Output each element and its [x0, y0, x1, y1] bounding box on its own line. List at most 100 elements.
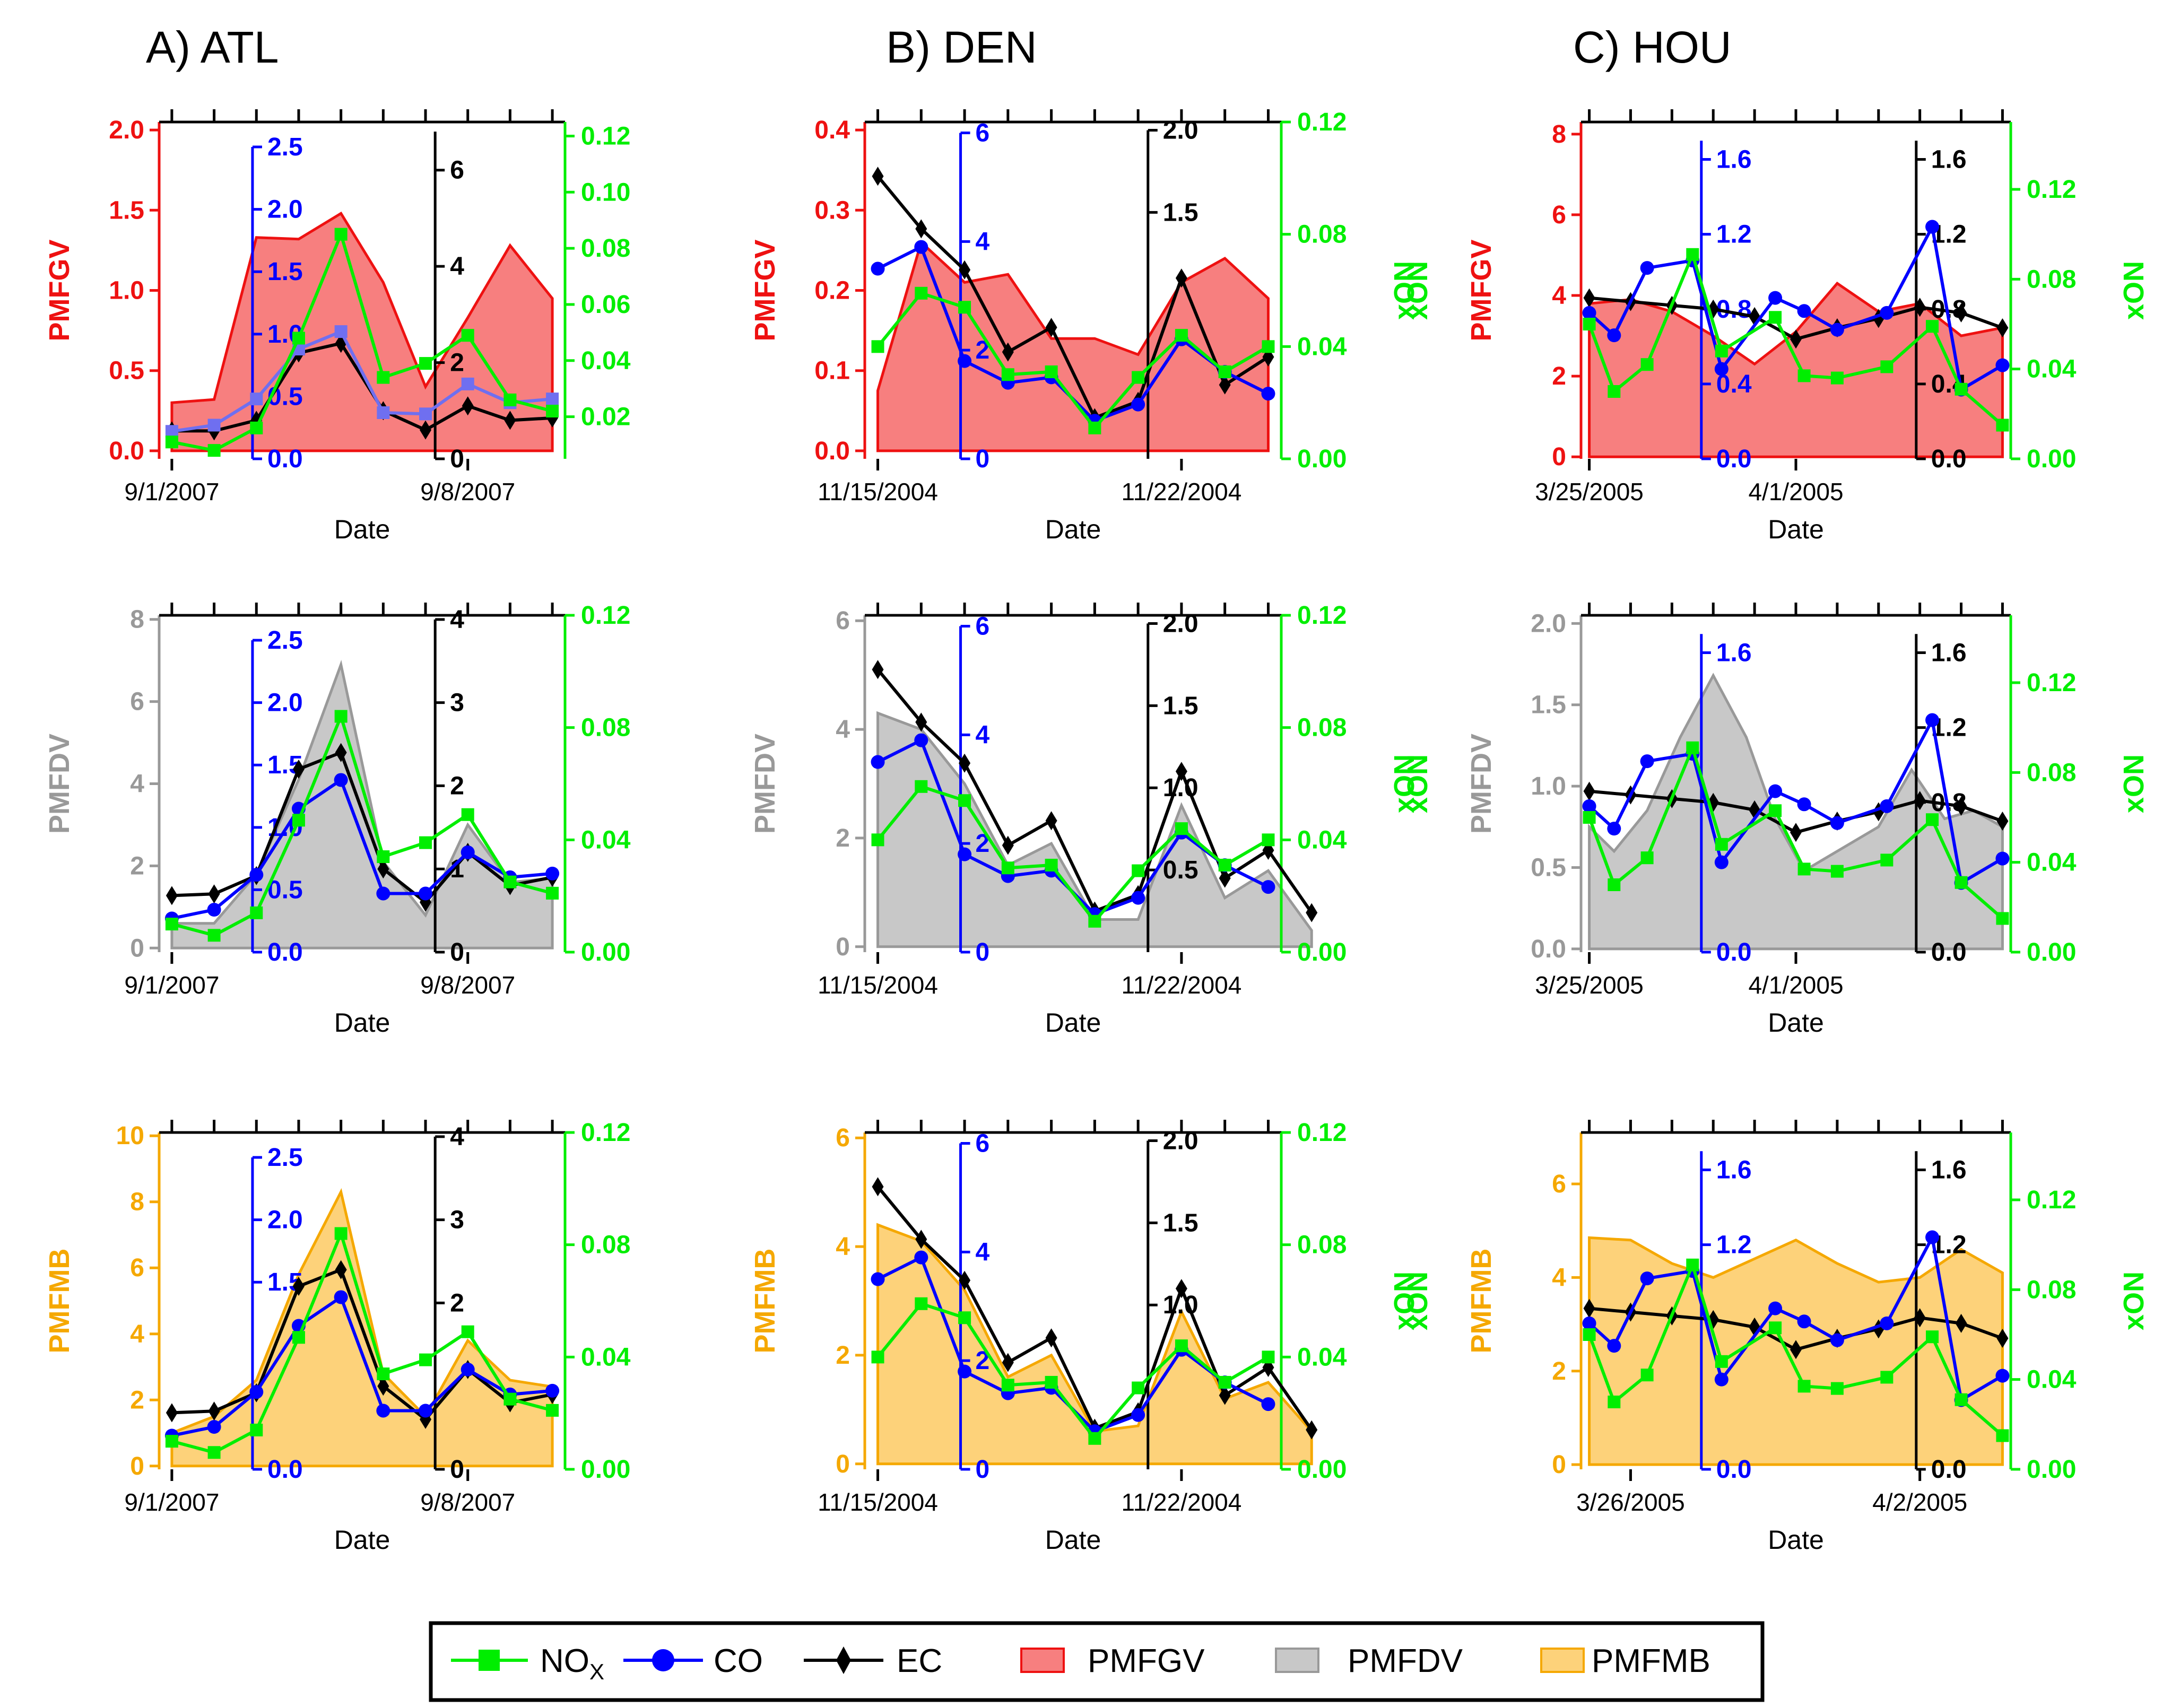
ec-tick-label: 0.0: [1931, 445, 1967, 473]
left-secondary-axis-label: xON: [1402, 261, 1434, 320]
nox-point: [1132, 1381, 1145, 1395]
nox-point: [1926, 1330, 1939, 1344]
left-axis-label: PMFDV: [749, 734, 781, 834]
nox-point: [207, 1446, 221, 1459]
nox-point: [1583, 1328, 1596, 1341]
ec-point: [377, 1376, 389, 1396]
left-tick-label: 2.0: [109, 116, 144, 144]
nox-line: [171, 711, 553, 937]
date-tick-label: 11/22/2004: [1122, 1488, 1242, 1516]
x-axis-label: Date: [334, 515, 390, 544]
co-point: [334, 1290, 348, 1304]
co-point: [376, 1404, 390, 1418]
left-tick-label: 10: [116, 1122, 144, 1150]
legend-item-pmfmb: PMFMB: [1540, 1643, 1710, 1679]
right-axis-label: xON: [2118, 1271, 2150, 1330]
nox-line: [171, 229, 553, 452]
nox-point: [958, 301, 971, 314]
x-axis-label: Date: [1768, 1008, 1824, 1038]
nox-point: [1715, 1355, 1728, 1368]
co-point: [1582, 306, 1596, 320]
co-point: [1640, 261, 1654, 275]
date-tick-label: 4/1/2005: [1748, 971, 1843, 999]
date-tick-label: 4/1/2005: [1748, 478, 1843, 506]
co-tick-label: 1.6: [1716, 146, 1752, 174]
x-axis-label: Date: [334, 1525, 390, 1555]
co-point: [1261, 1397, 1275, 1411]
nox-point: [1583, 318, 1596, 330]
co-point: [1925, 1230, 1940, 1244]
co-point: [1995, 1369, 2010, 1383]
nox-point: [1926, 320, 1939, 333]
nox-point: [1686, 741, 1699, 754]
chart-atl_gv: 0.0 0.5 1.0 1.5 2.0 PMFGV 9/1/2007 9/8/2007 Date…: [44, 109, 631, 544]
ec-point: [166, 1403, 178, 1423]
nox-point: [915, 1297, 928, 1310]
nox-point: [1045, 1375, 1058, 1389]
nox-point: [1686, 248, 1699, 261]
area-pmfmb: [876, 1223, 1313, 1466]
left-tick-label: 2: [1552, 1357, 1566, 1385]
co-point: [1995, 851, 2010, 866]
co-point: [545, 1383, 560, 1398]
ec-point: [1955, 796, 1967, 816]
left-axis-label: PMFDV: [1465, 734, 1497, 834]
ec-tick-label: 0.0: [1931, 938, 1967, 966]
co-tick-label: 2.0: [267, 196, 303, 224]
nox-point: [250, 421, 263, 434]
right-axis-label: xON: [1388, 1271, 1420, 1330]
nox-point: [1769, 311, 1782, 324]
nox-point: [1955, 876, 1968, 889]
left-tick-label: 6: [836, 1124, 850, 1152]
co-tick-label: 2.5: [267, 1144, 303, 1172]
co-tick-label: 2.0: [267, 689, 303, 717]
ec-line: [876, 175, 1270, 420]
ec-point: [504, 411, 516, 430]
co-tick-label: 0.5: [267, 382, 303, 411]
left-tick-label: 8: [1552, 120, 1566, 149]
nox-point: [1830, 1382, 1844, 1395]
right-tick-label: 0.04: [581, 826, 631, 854]
nox-point: [1132, 371, 1145, 384]
nox-point: [1926, 813, 1939, 826]
ec-point: [1914, 791, 1926, 811]
nox-point: [1640, 1369, 1654, 1382]
right-tick-label: 0.08: [581, 234, 630, 263]
co-point: [461, 377, 474, 390]
ec-point: [1175, 268, 1187, 288]
left-tick-label: 1.5: [1531, 691, 1566, 719]
right-tick-label: 0.00: [1297, 938, 1347, 966]
legend-item-nox: NOX: [451, 1643, 604, 1684]
nox-line: [171, 1228, 553, 1454]
co-tick-label: 6: [976, 612, 990, 640]
co-tick-label: 1.2: [1716, 1231, 1752, 1259]
co-point: [1925, 220, 1940, 234]
left-tick-label: 8: [130, 1188, 144, 1216]
left-tick-label: 4: [1552, 282, 1566, 310]
nox-point: [1880, 853, 1894, 867]
co-point: [545, 866, 560, 881]
right-tick-label: 0.08: [1297, 714, 1347, 742]
nox-point: [1880, 1371, 1894, 1384]
co-tick-label: 1.6: [1716, 639, 1752, 667]
co-point: [1768, 784, 1783, 798]
ec-point: [292, 1277, 305, 1296]
nox-line: [876, 291, 1269, 431]
co-tick-label: 1.2: [1716, 221, 1752, 249]
x-axis-label: Date: [1045, 1525, 1101, 1555]
date-tick-label: 9/8/2007: [420, 971, 515, 999]
date-tick-label: 3/25/2005: [1535, 478, 1644, 506]
left-tick-label: 6: [1552, 1170, 1566, 1198]
nox-point: [1175, 1339, 1188, 1353]
nox-line: [876, 785, 1269, 924]
nox-point: [1045, 858, 1058, 872]
right-tick-label: 0.08: [2027, 1276, 2076, 1304]
ec-point: [872, 1177, 884, 1197]
right-tick-label: 0.12: [1297, 1119, 1347, 1147]
ec-point: [1002, 342, 1014, 362]
right-tick-label: 0.12: [581, 602, 630, 630]
nox-point: [546, 405, 559, 418]
ec-tick-label: 2.0: [1163, 116, 1198, 144]
nox-point: [1218, 365, 1231, 378]
left-tick-label: 0.0: [109, 437, 144, 465]
